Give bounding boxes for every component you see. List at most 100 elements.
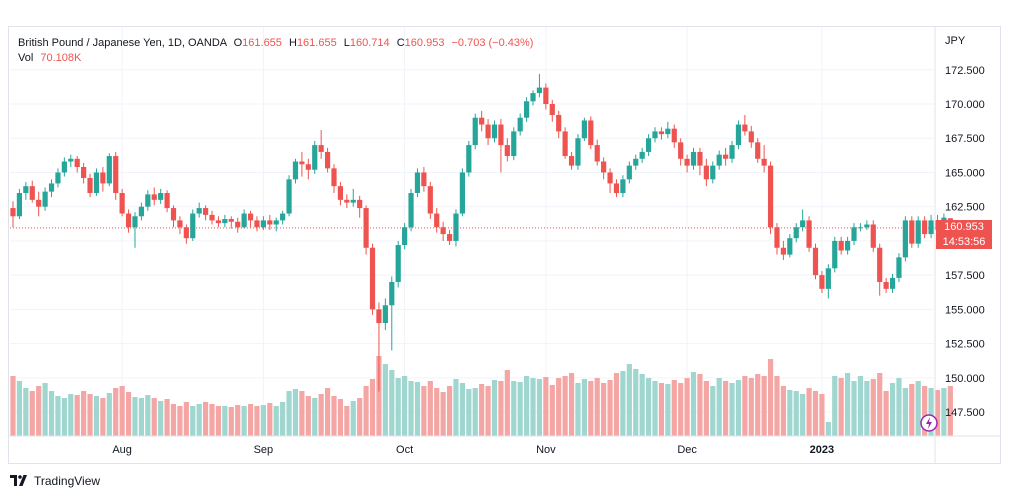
candle-body <box>241 213 247 228</box>
volume-bar <box>909 384 915 436</box>
branding-footer[interactable]: TradingView <box>10 472 100 490</box>
candle-body <box>344 199 350 203</box>
open-label: O <box>233 37 243 49</box>
candle-body <box>735 124 742 146</box>
candle <box>286 175 292 217</box>
volume-bar <box>748 378 754 436</box>
volume-bar <box>36 386 42 436</box>
candle <box>434 208 440 233</box>
candle-body <box>485 124 491 139</box>
candle-body <box>446 234 453 241</box>
time-tick-label: Oct <box>396 444 413 456</box>
volume-bar <box>466 389 472 436</box>
volume-bar <box>29 391 35 436</box>
candle <box>671 124 677 148</box>
volume-bar <box>203 402 209 436</box>
candle-body <box>87 177 93 194</box>
candle <box>780 240 786 261</box>
candle <box>601 157 607 180</box>
candle <box>742 114 748 136</box>
volume-bar <box>395 378 401 436</box>
candle <box>877 243 883 296</box>
candle <box>183 224 189 244</box>
volume-bar <box>665 384 671 436</box>
candle <box>36 191 42 217</box>
grid-lines <box>10 27 934 436</box>
volume-bar <box>889 383 896 436</box>
volume-bar <box>241 406 247 436</box>
flash-icon[interactable] <box>920 414 938 432</box>
candle <box>645 134 652 157</box>
candle <box>305 158 311 180</box>
volume-bar <box>787 390 793 436</box>
volume-bar <box>742 376 748 436</box>
candle-body <box>806 220 812 248</box>
candle-body <box>491 124 498 139</box>
candle <box>716 150 722 170</box>
candle-body <box>684 158 690 166</box>
candle-body <box>23 186 29 194</box>
ohlc-row: British Pound / Japanese Yen, 1D, OANDA … <box>18 36 533 51</box>
candle <box>748 125 754 148</box>
candle <box>369 243 376 315</box>
candle <box>42 187 48 211</box>
candle <box>902 216 908 262</box>
candle <box>562 127 568 159</box>
candle <box>203 205 209 221</box>
candle <box>710 161 716 184</box>
candle-body <box>113 156 119 194</box>
candle-body <box>761 158 767 166</box>
symbol-title[interactable]: British Pound / Japanese Yen, 1D, OANDA <box>18 37 227 49</box>
candle <box>376 302 382 392</box>
volume-bar <box>183 402 189 436</box>
volume-bar <box>588 381 594 436</box>
candle-body <box>902 220 908 258</box>
candle-body <box>440 227 446 235</box>
candle-body <box>318 145 324 152</box>
candle-body <box>710 165 716 180</box>
candle <box>832 236 838 273</box>
volume-bar <box>10 376 16 436</box>
candle <box>357 195 363 218</box>
candle <box>857 223 864 232</box>
candle <box>215 216 222 228</box>
volume-bar <box>113 388 119 436</box>
candle-body <box>832 240 838 269</box>
candle <box>761 145 767 173</box>
candle <box>55 168 61 188</box>
candle <box>838 236 844 255</box>
volume-label[interactable]: Vol <box>18 52 34 64</box>
candle <box>132 212 138 248</box>
candle <box>774 223 780 255</box>
volume-bar <box>209 404 215 436</box>
volume-bar <box>825 422 831 436</box>
candle <box>568 151 575 170</box>
high-value: 161.655 <box>296 37 337 49</box>
volume-bar <box>74 395 80 436</box>
volume-bar <box>235 405 241 436</box>
candle-body <box>581 120 587 139</box>
candle-body <box>395 245 401 282</box>
volume-bar <box>767 359 774 436</box>
candle-body <box>138 206 144 217</box>
candle-body <box>472 117 478 146</box>
volume-bar <box>517 382 523 436</box>
candle-body <box>774 227 780 248</box>
volume-bar <box>260 405 266 436</box>
volume-bar <box>87 394 93 436</box>
time-tick-label: Aug <box>112 444 132 456</box>
candle-body <box>889 277 896 289</box>
candle <box>363 205 369 255</box>
volume-bar <box>68 394 74 436</box>
volume-bar <box>196 404 202 436</box>
candle-body <box>350 199 356 203</box>
volume-bar <box>864 381 870 436</box>
candle-body <box>697 151 703 166</box>
candle <box>812 243 819 280</box>
candle-body <box>286 179 292 214</box>
volume-bar <box>100 398 106 436</box>
candle <box>697 147 703 176</box>
volume-bar <box>389 370 395 436</box>
volume-bar <box>42 383 48 436</box>
